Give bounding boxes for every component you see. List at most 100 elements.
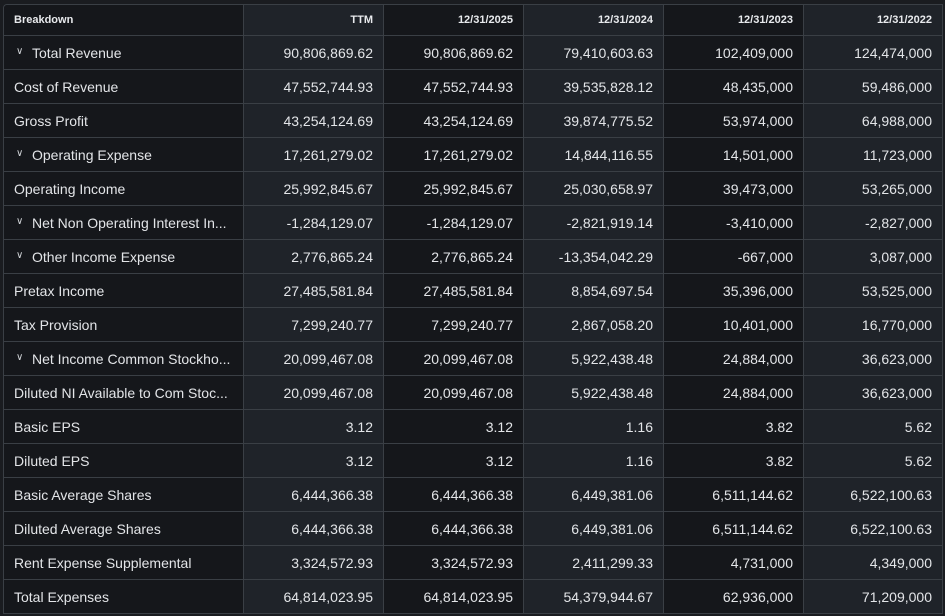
value-cell: -667,000 (664, 240, 804, 273)
chevron-down-icon[interactable]: ∨ (16, 352, 24, 363)
value-cell: 24,884,000 (664, 376, 804, 409)
row-label-cell: Tax Provision (4, 308, 244, 341)
value-cell: 6,444,366.38 (244, 478, 384, 511)
row-label-cell: Basic Average Shares (4, 478, 244, 511)
table-row[interactable]: ∨ Other Income Expense 2,776,865.24 2,776,8… (4, 240, 943, 274)
row-label-cell: Pretax Income (4, 274, 244, 307)
row-label-cell: Basic EPS (4, 410, 244, 443)
value-cell: -1,284,129.07 (244, 206, 384, 239)
value-cell: -1,284,129.07 (384, 206, 524, 239)
value-cell: 39,473,000 (664, 172, 804, 205)
value-cell: 24,884,000 (664, 342, 804, 375)
value-cell: 8,854,697.54 (524, 274, 664, 307)
value-cell: 14,501,000 (664, 138, 804, 171)
value-cell: 2,411,299.33 (524, 546, 664, 579)
row-label-cell[interactable]: ∨ Other Income Expense (4, 240, 244, 273)
value-cell: 1.16 (524, 410, 664, 443)
row-label-cell[interactable]: ∨ Operating Expense (4, 138, 244, 171)
value-cell: 4,731,000 (664, 546, 804, 579)
value-cell: 39,535,828.12 (524, 70, 664, 103)
value-cell: 5,922,438.48 (524, 376, 664, 409)
row-label: Pretax Income (14, 282, 105, 299)
table-row: Rent Expense Supplemental 3,324,572.93 3,3… (4, 546, 943, 580)
value-cell: 6,522,100.63 (804, 478, 943, 511)
value-cell: 6,511,144.62 (664, 512, 804, 545)
value-cell: 20,099,467.08 (384, 376, 524, 409)
value-cell: 59,486,000 (804, 70, 943, 103)
row-label-wrap: Basic EPS (14, 419, 80, 435)
value-cell: 62,936,000 (664, 580, 804, 613)
value-cell: 43,254,124.69 (384, 104, 524, 137)
table-row: Cost of Revenue 47,552,744.93 47,552,744.9… (4, 70, 943, 104)
value-cell: 11,723,000 (804, 138, 943, 171)
row-label-wrap: ∨ Net Non Operating Interest In... (14, 215, 227, 231)
value-cell: 53,525,000 (804, 274, 943, 307)
header-ttm[interactable]: TTM (244, 5, 384, 35)
value-cell: 3.12 (244, 444, 384, 477)
value-cell: 25,992,845.67 (384, 172, 524, 205)
header-2023[interactable]: 12/31/2023 (664, 5, 804, 35)
chevron-down-icon[interactable]: ∨ (16, 46, 24, 57)
table-header-row: Breakdown TTM 12/31/2025 12/31/2024 12/3… (4, 5, 943, 36)
table-row: Gross Profit 43,254,124.69 43,254,124.69 39… (4, 104, 943, 138)
value-cell: 64,814,023.95 (244, 580, 384, 613)
value-cell: 64,814,023.95 (384, 580, 524, 613)
value-cell: -3,410,000 (664, 206, 804, 239)
table-row: Diluted EPS 3.12 3.12 1.16 3.82 5.62 (4, 444, 943, 478)
value-cell: 47,552,744.93 (244, 70, 384, 103)
header-2024[interactable]: 12/31/2024 (524, 5, 664, 35)
value-cell: 53,974,000 (664, 104, 804, 137)
value-cell: 3.12 (384, 410, 524, 443)
chevron-down-icon[interactable]: ∨ (16, 250, 24, 261)
row-label-cell[interactable]: ∨ Net Income Common Stockho... (4, 342, 244, 375)
value-cell: 124,474,000 (804, 36, 943, 69)
value-cell: 1.16 (524, 444, 664, 477)
table-row[interactable]: ∨ Net Income Common Stockho... 20,099,467.… (4, 342, 943, 376)
value-cell: 53,265,000 (804, 172, 943, 205)
value-cell: 3.12 (244, 410, 384, 443)
row-label: Basic EPS (14, 418, 81, 435)
row-label-wrap: Operating Income (14, 181, 125, 197)
row-label: Rent Expense Supplemental (14, 554, 192, 571)
row-label-wrap: Pretax Income (14, 283, 104, 299)
row-label-wrap: Basic Average Shares (14, 487, 152, 503)
value-cell: 36,623,000 (804, 376, 943, 409)
header-2022[interactable]: 12/31/2022 (804, 5, 943, 35)
table-row[interactable]: ∨ Operating Expense 17,261,279.02 17,261,27… (4, 138, 943, 172)
row-label: Net Income Common Stockho... (32, 350, 231, 367)
row-label-cell: Rent Expense Supplemental (4, 546, 244, 579)
header-2025[interactable]: 12/31/2025 (384, 5, 524, 35)
table-row: Diluted NI Available to Com Stoc... 20,09… (4, 376, 943, 410)
chevron-down-icon[interactable]: ∨ (16, 216, 24, 227)
table-row[interactable]: ∨ Net Non Operating Interest In... -1,284,… (4, 206, 943, 240)
row-label-cell[interactable]: ∨ Total Revenue (4, 36, 244, 69)
row-label-cell: Diluted Average Shares (4, 512, 244, 545)
header-breakdown[interactable]: Breakdown (4, 5, 244, 35)
row-label-wrap: Diluted NI Available to Com Stoc... (14, 385, 228, 401)
value-cell: 3,324,572.93 (384, 546, 524, 579)
value-cell: 25,030,658.97 (524, 172, 664, 205)
row-label: Operating Income (14, 180, 126, 197)
value-cell: 4,349,000 (804, 546, 943, 579)
row-label: Tax Provision (14, 316, 98, 333)
row-label: Diluted EPS (14, 452, 90, 469)
value-cell: 48,435,000 (664, 70, 804, 103)
value-cell: -2,827,000 (804, 206, 943, 239)
row-label-wrap: ∨ Other Income Expense (14, 249, 175, 265)
value-cell: 2,867,058.20 (524, 308, 664, 341)
table-row: Operating Income 25,992,845.67 25,992,845.… (4, 172, 943, 206)
value-cell: 6,522,100.63 (804, 512, 943, 545)
value-cell: -2,821,919.14 (524, 206, 664, 239)
chevron-down-icon[interactable]: ∨ (16, 148, 24, 159)
value-cell: 5.62 (804, 410, 943, 443)
value-cell: 27,485,581.84 (384, 274, 524, 307)
table-row[interactable]: ∨ Total Revenue 90,806,869.62 90,806,869.62… (4, 36, 943, 70)
row-label: Basic Average Shares (14, 486, 152, 503)
value-cell: 20,099,467.08 (384, 342, 524, 375)
value-cell: 6,444,366.38 (384, 512, 524, 545)
value-cell: 2,776,865.24 (244, 240, 384, 273)
row-label-cell[interactable]: ∨ Net Non Operating Interest In... (4, 206, 244, 239)
value-cell: 3,324,572.93 (244, 546, 384, 579)
value-cell: 47,552,744.93 (384, 70, 524, 103)
row-label-cell: Diluted NI Available to Com Stoc... (4, 376, 244, 409)
